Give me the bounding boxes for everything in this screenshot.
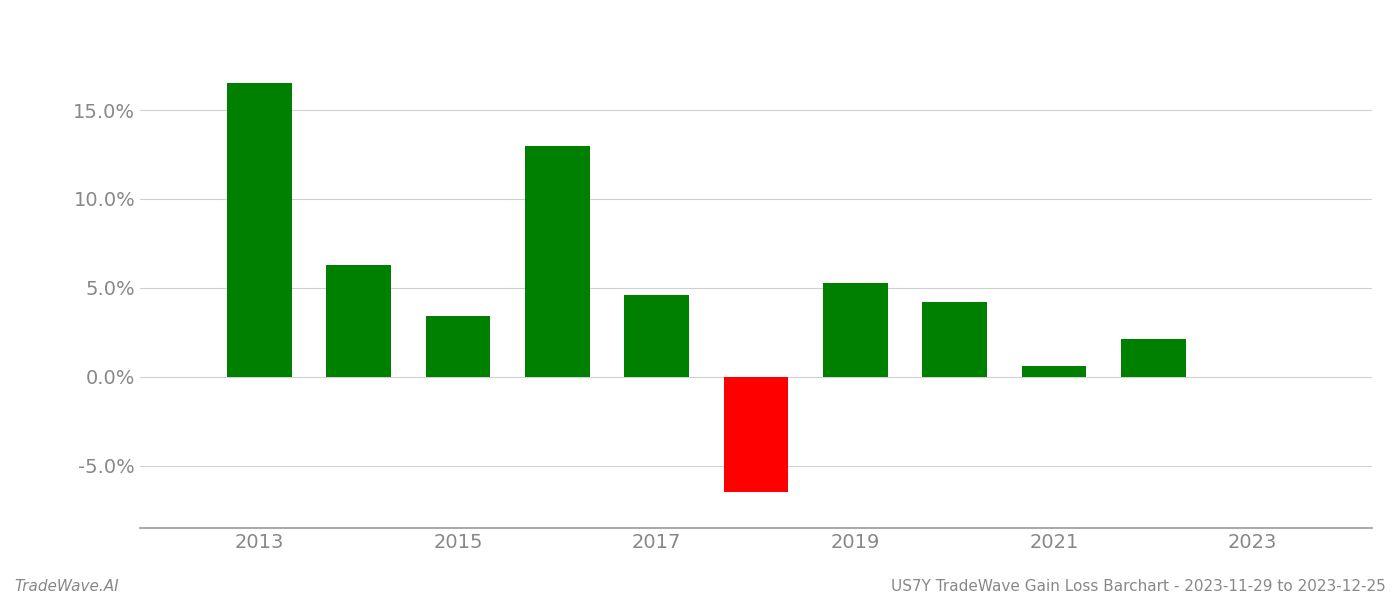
Bar: [227, 83, 291, 377]
Bar: [724, 377, 788, 493]
Bar: [525, 146, 589, 377]
Bar: [326, 265, 391, 377]
Bar: [923, 302, 987, 377]
Bar: [426, 316, 490, 377]
Bar: [823, 283, 888, 377]
Bar: [624, 295, 689, 377]
Bar: [1022, 366, 1086, 377]
Text: TradeWave.AI: TradeWave.AI: [14, 579, 119, 594]
Bar: [1121, 340, 1186, 377]
Text: US7Y TradeWave Gain Loss Barchart - 2023-11-29 to 2023-12-25: US7Y TradeWave Gain Loss Barchart - 2023…: [892, 579, 1386, 594]
